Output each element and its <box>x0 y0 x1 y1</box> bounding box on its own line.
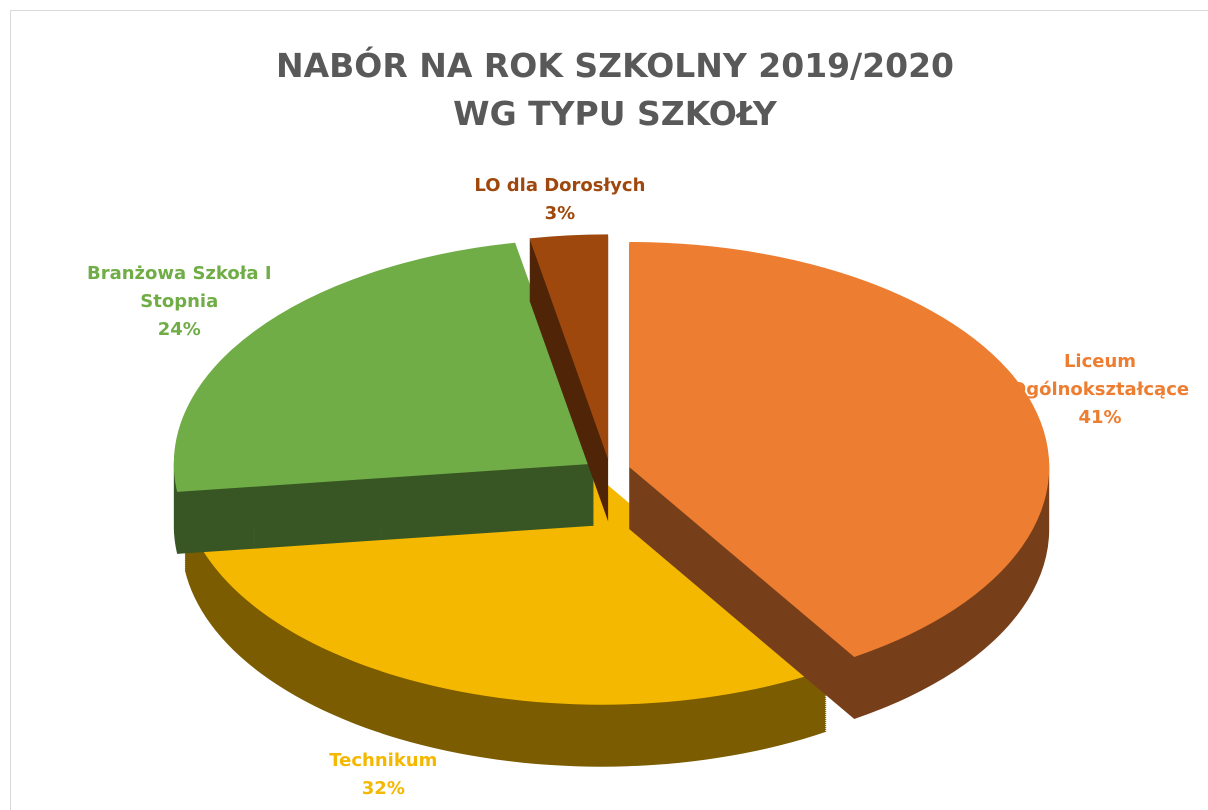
label-value: 32% <box>361 778 405 799</box>
pie-slice <box>629 242 1050 719</box>
label-category: Technikum <box>329 750 438 771</box>
label-category: LO dla Dorosłych <box>474 175 646 196</box>
title-line: NABÓR NA ROK SZKOLNY 2019/2020 <box>275 46 955 85</box>
label-value: 3% <box>544 203 576 224</box>
data-label: Liceum Ogólnokształcące 41% <box>995 348 1205 432</box>
pie-slice <box>173 242 594 554</box>
label-value: 41% <box>1078 407 1122 429</box>
data-label: Branżowa Szkoła I Stopnia 24% <box>74 260 284 344</box>
chart-frame <box>10 10 1208 810</box>
data-label: Technikum 32% <box>278 747 488 803</box>
slice-top <box>529 234 609 460</box>
title-line: WG TYPU SZKOŁY <box>453 94 777 133</box>
pie-slice <box>529 234 609 522</box>
label-category: Branżowa Szkoła I Stopnia <box>87 263 272 313</box>
chart-title: NABÓR NA ROK SZKOLNY 2019/2020 WG TYPU S… <box>0 42 1208 138</box>
slice-top <box>173 242 594 492</box>
slice-top <box>629 242 1050 657</box>
label-value: 24% <box>157 319 201 341</box>
label-category: Liceum Ogólnokształcące <box>1010 351 1190 401</box>
data-label: LO dla Dorosłych 3% <box>455 172 665 228</box>
